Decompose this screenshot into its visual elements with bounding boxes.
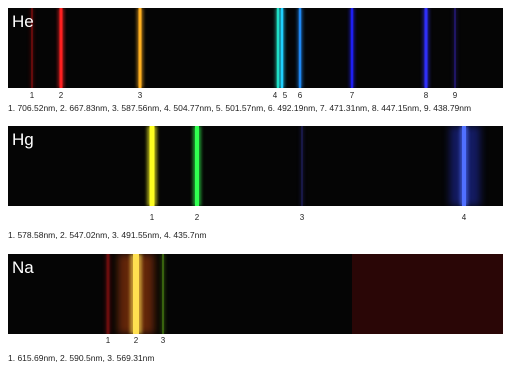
emission-line	[462, 126, 466, 206]
line-number: 3	[138, 91, 143, 100]
element-label: He	[12, 12, 34, 31]
emission-line	[299, 8, 302, 88]
red-continuum	[352, 254, 503, 334]
line-number: 5	[283, 91, 288, 100]
emission-line	[150, 126, 155, 206]
line-number: 3	[300, 213, 305, 222]
spectrum-panel: 1 2 3 4 Hg 1. 578.58nm, 2. 547.02nm, 3. 491.5…	[8, 126, 503, 240]
emission-line	[301, 126, 303, 206]
line-number: 8	[424, 91, 429, 100]
wavelength-caption: 1. 615.69nm, 2. 590.5nm, 3. 569.31nm	[8, 353, 155, 363]
line-number: 1	[106, 336, 111, 345]
line-number: 1	[30, 91, 35, 100]
wavelength-caption: 1. 706.52nm, 2. 667.83nm, 3. 587.56nm, 4…	[8, 103, 471, 113]
line-number: 2	[59, 91, 64, 100]
line-number: 3	[161, 336, 166, 345]
emission-line	[162, 254, 164, 334]
spectra-figure: 123456789He1. 706.52nm, 2. 667.83nm, 3. …	[0, 0, 511, 369]
emission-line	[107, 254, 110, 334]
page: {"panels": [ {"element": "He", "line_lab…	[0, 0, 511, 369]
emission-line	[281, 8, 284, 88]
line-number: 9	[453, 91, 458, 100]
line-number: 6	[298, 91, 303, 100]
emission-line	[195, 126, 199, 206]
emission-line	[277, 8, 280, 88]
line-number: 2	[195, 213, 200, 222]
spectrum-background	[8, 126, 503, 206]
emission-line	[60, 8, 63, 88]
line-number: 2	[134, 336, 139, 345]
emission-line	[133, 254, 139, 334]
emission-line	[139, 8, 142, 88]
emission-line	[351, 8, 354, 88]
element-label: Hg	[12, 130, 34, 149]
spectrum-panel: 1 2 3 Na 1. 615.69nm, 2. 590.5nm, 3. 569.31n…	[8, 254, 503, 363]
emission-line	[425, 8, 428, 88]
line-number: 4	[462, 213, 467, 222]
element-label: Na	[12, 258, 34, 277]
line-number: 1	[150, 213, 155, 222]
wavelength-caption: 1. 578.58nm, 2. 547.02nm, 3. 491.55nm, 4…	[8, 230, 206, 240]
line-number: 4	[273, 91, 278, 100]
line-number: 7	[350, 91, 355, 100]
emission-line	[454, 8, 456, 88]
